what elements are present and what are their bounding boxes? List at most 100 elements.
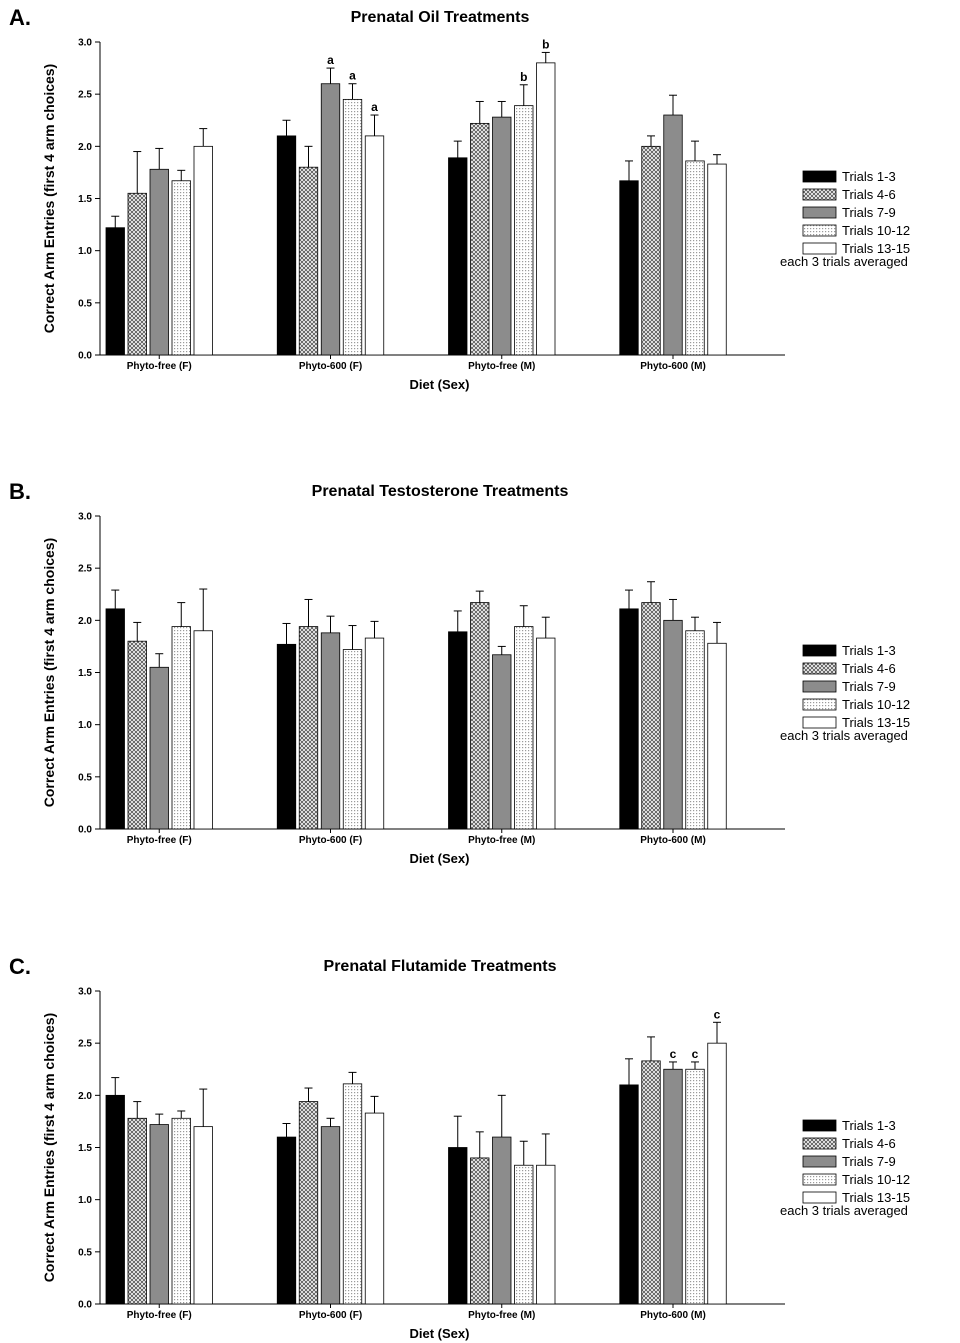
bar [320, 83, 341, 356]
legend-swatch [802, 662, 837, 675]
y-axis-label: Correct Arm Entries (first 4 arm choices… [41, 1013, 57, 1282]
legend-label: Trials 1-3 [842, 1118, 896, 1133]
bar [448, 1147, 468, 1305]
bar [514, 626, 534, 830]
bar [149, 666, 169, 830]
x-category-label: Phyto-free (M) [468, 361, 535, 372]
y-tick-label: 0.0 [78, 1300, 92, 1311]
y-tick-label: 2.0 [78, 1091, 92, 1102]
legend-swatch [802, 242, 837, 255]
panel-letter: B. [9, 479, 31, 504]
legend-swatch [802, 1191, 837, 1204]
legend-label: Trials 7-9 [842, 1154, 896, 1169]
bar [105, 227, 125, 356]
bar [342, 649, 363, 830]
significance-label: a [371, 100, 378, 114]
y-tick-label: 2.5 [78, 90, 92, 101]
legend-swatch [802, 680, 837, 693]
legend-note: each 3 trials averaged [780, 1203, 908, 1218]
legend-label: Trials 1-3 [842, 643, 896, 658]
legend-swatch [802, 170, 837, 183]
bar [619, 608, 639, 830]
bar [448, 631, 468, 830]
bar [127, 1117, 147, 1305]
chart-panel: A. Prenatal Oil Treatments 0.0 0.5 1.0 1.5 2.0… [9, 5, 910, 392]
bar [276, 643, 297, 830]
panel-letter: A. [9, 5, 31, 30]
bar [707, 163, 727, 356]
bar [105, 1094, 125, 1305]
bar [298, 1101, 319, 1305]
y-tick-label: 1.0 [78, 246, 92, 257]
legend-swatch [802, 1137, 837, 1150]
bar [342, 98, 363, 356]
bar [127, 192, 147, 356]
x-category-label: Phyto-free (F) [127, 361, 192, 372]
bar [619, 1084, 639, 1305]
y-tick-label: 2.0 [78, 142, 92, 153]
bar [685, 160, 705, 356]
y-tick-label: 1.5 [78, 668, 92, 679]
chart-title: Prenatal Flutamide Treatments [324, 958, 557, 975]
legend-label: Trials 10-12 [842, 223, 910, 238]
legend-swatch [802, 1155, 837, 1168]
y-tick-label: 2.5 [78, 564, 92, 575]
y-tick-label: 1.5 [78, 1143, 92, 1154]
y-tick-label: 3.0 [78, 987, 92, 998]
chart-panel: B. Prenatal Testosterone Treatments 0.0 0.5… [9, 479, 910, 866]
bar [492, 116, 512, 356]
legend-label: Trials 10-12 [842, 697, 910, 712]
significance-label: a [349, 69, 356, 83]
bar [492, 1136, 512, 1305]
bar [641, 145, 661, 356]
bar [171, 180, 191, 356]
bar [320, 632, 341, 830]
bar [193, 1126, 213, 1305]
bar [320, 1126, 341, 1305]
bar [171, 626, 191, 830]
bar [298, 166, 319, 356]
y-axis-label: Correct Arm Entries (first 4 arm choices… [41, 538, 57, 807]
legend-label: Trials 7-9 [842, 679, 896, 694]
legend-label: Trials 13-15 [842, 1190, 910, 1205]
legend-label: Trials 10-12 [842, 1172, 910, 1187]
chart-title: Prenatal Oil Treatments [351, 9, 530, 26]
legend-label: Trials 4-6 [842, 187, 896, 202]
panel-letter: C. [9, 954, 31, 979]
x-category-label: Phyto-free (M) [468, 1310, 535, 1321]
legend-swatch [802, 224, 837, 237]
bar [364, 637, 385, 830]
bar [641, 602, 661, 830]
bar [707, 1042, 727, 1305]
bar [663, 619, 683, 830]
bar [276, 135, 297, 356]
y-tick-label: 0.5 [78, 772, 92, 783]
significance-label: c [714, 1007, 721, 1021]
bar [470, 1157, 490, 1305]
y-tick-label: 0.5 [78, 1247, 92, 1258]
bar [492, 654, 512, 830]
x-axis-label: Diet (Sex) [410, 851, 470, 866]
legend-label: Trials 13-15 [842, 241, 910, 256]
bar [276, 1136, 297, 1305]
x-category-label: Phyto-free (F) [127, 1310, 192, 1321]
bar [536, 637, 556, 830]
bar [514, 105, 534, 356]
x-category-label: Phyto-600 (F) [299, 361, 362, 372]
bar [685, 1068, 705, 1305]
x-axis-label: Diet (Sex) [410, 1326, 470, 1341]
y-tick-label: 0.5 [78, 298, 92, 309]
bar [663, 114, 683, 356]
bar [663, 1068, 683, 1305]
legend-label: Trials 4-6 [842, 1136, 896, 1151]
x-category-label: Phyto-600 (M) [640, 1310, 706, 1321]
bar [298, 626, 319, 830]
bar [448, 157, 468, 356]
bar [193, 145, 213, 356]
x-category-label: Phyto-600 (F) [299, 1310, 362, 1321]
significance-label: c [692, 1047, 699, 1061]
legend-label: Trials 13-15 [842, 715, 910, 730]
y-axis-label: Correct Arm Entries (first 4 arm choices… [41, 64, 57, 333]
legend-swatch [802, 716, 837, 729]
bar [619, 180, 639, 356]
